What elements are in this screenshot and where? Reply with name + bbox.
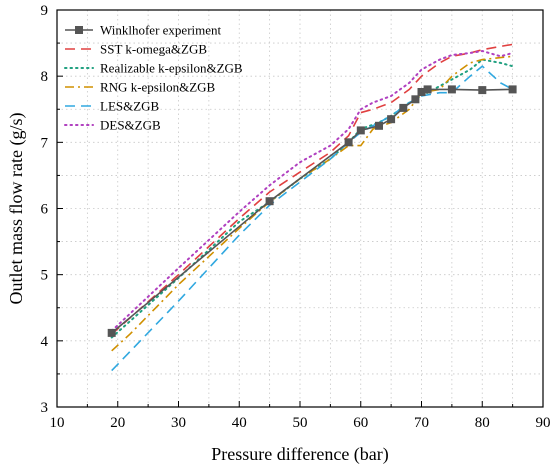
data-point [478,86,487,95]
data-point [356,126,365,135]
y-axis-label: Outlet mass flow rate (g/s) [6,113,27,305]
y-tick-label: 4 [41,334,49,350]
series-les-zgb [111,65,513,372]
x-axis-label: Pressure difference (bar) [211,444,389,465]
legend: Winklhofer experiment SST k-omega&ZGB Real… [64,23,243,133]
legend-label: SST k-omega&ZGB [100,42,207,57]
data-point [107,328,116,337]
series-winklhofer-experiment [107,85,517,337]
legend-marker [75,26,83,34]
x-tick-label: 10 [50,415,65,431]
series-des-zgb [110,49,514,332]
x-tick-label: 70 [414,415,429,431]
grid-lines [57,10,543,407]
data-point [411,95,420,104]
x-tick-label: 30 [171,415,186,431]
legend-label: LES&ZGB [100,99,160,114]
y-tick-label: 3 [41,400,49,416]
axis-ticks: 10 20 30 40 50 60 70 80 90 3 4 5 6 7 8 9 [41,3,550,431]
series-line [111,88,513,334]
series-line [111,55,513,352]
series-group [107,43,517,372]
legend-label: Winklhofer experiment [100,23,222,38]
x-tick-label: 90 [536,415,550,431]
series-rng-k-epsilon-zgb [111,55,513,352]
series-line [110,58,514,339]
x-tick-label: 50 [293,415,308,431]
legend-item: RNG k-epsilon&ZGB [65,80,216,95]
y-tick-label: 7 [41,135,49,151]
data-point [417,88,426,96]
data-point [344,138,353,147]
series-line [111,65,513,372]
legend-label: Realizable k-epsilon&ZGB [100,61,243,76]
data-point [508,85,517,94]
series-realizable-k-epsilon-zgb [110,58,514,339]
data-point [265,197,274,206]
x-tick-label: 60 [353,415,368,431]
y-tick-label: 6 [41,202,49,218]
x-tick-label: 40 [232,415,247,431]
x-tick-label: 80 [475,415,490,431]
series-line [110,49,514,332]
legend-item: Realizable k-epsilon&ZGB [64,61,243,76]
legend-label: RNG k-epsilon&ZGB [100,80,216,95]
y-tick-label: 5 [41,268,49,284]
legend-item: DES&ZGB [64,118,161,133]
y-tick-label: 9 [41,3,49,19]
legend-item: Winklhofer experiment [65,23,222,38]
data-point [399,103,408,112]
y-tick-label: 8 [41,69,49,85]
x-tick-label: 20 [110,415,125,431]
data-point [447,85,456,94]
legend-label: DES&ZGB [100,118,161,133]
data-point [423,85,432,94]
data-point [375,121,383,130]
legend-item: SST k-omega&ZGB [65,42,207,57]
legend-item: LES&ZGB [65,99,160,114]
data-point [387,115,396,124]
